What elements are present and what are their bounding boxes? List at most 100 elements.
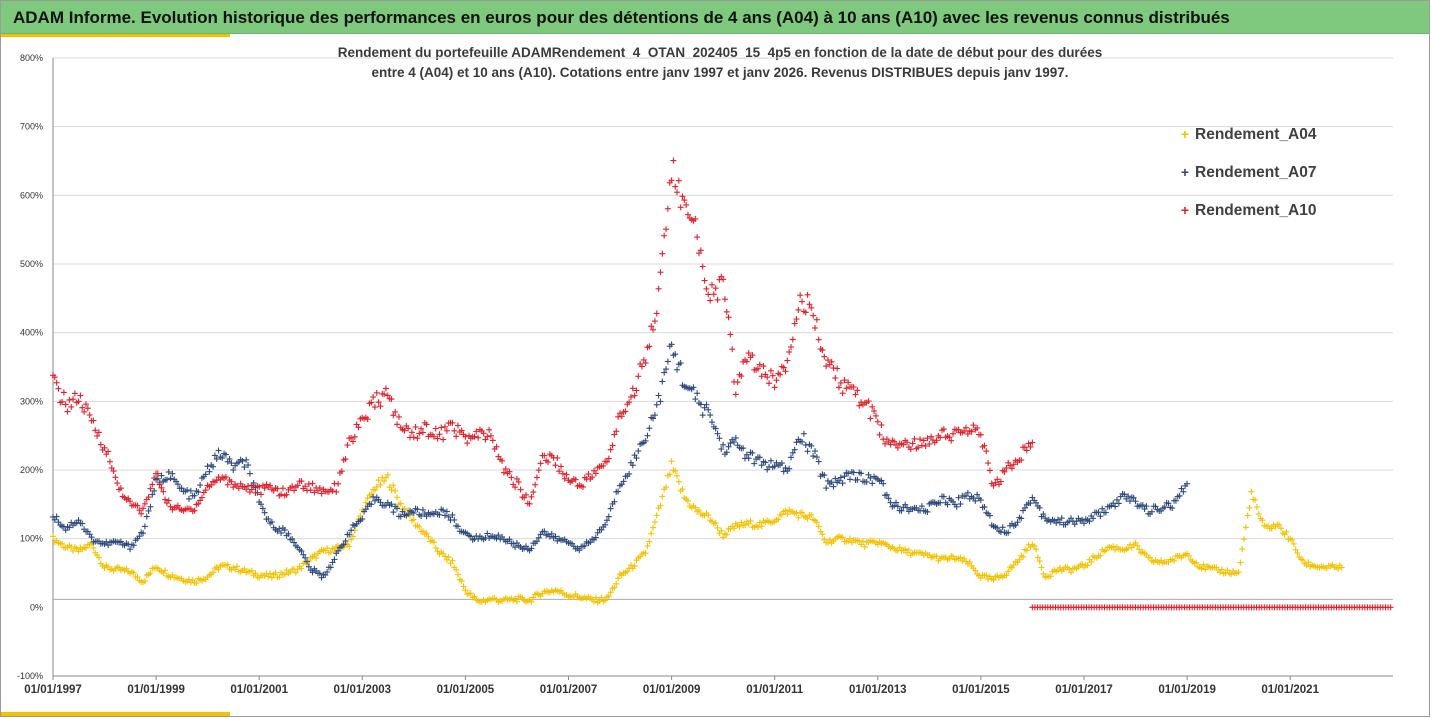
marker-rendement-a07 bbox=[1021, 504, 1028, 511]
marker-rendement-a04 bbox=[390, 482, 397, 489]
marker-rendement-a07 bbox=[708, 419, 715, 426]
marker-rendement-a07 bbox=[467, 533, 474, 540]
marker-rendement-a10 bbox=[703, 285, 710, 292]
marker-rendement-a04 bbox=[1125, 545, 1132, 552]
marker-rendement-a10 bbox=[1025, 440, 1032, 447]
marker-rendement-a10 bbox=[600, 462, 607, 469]
marker-rendement-a10 bbox=[151, 475, 158, 482]
marker-rendement-a04 bbox=[657, 502, 664, 509]
marker-rendement-a04 bbox=[1023, 547, 1030, 554]
marker-rendement-a10 bbox=[786, 348, 793, 355]
marker-rendement-a07 bbox=[918, 503, 925, 510]
marker-rendement-a10 bbox=[615, 413, 622, 420]
legend-marker-a10: + bbox=[1180, 202, 1190, 218]
marker-rendement-a07 bbox=[1125, 493, 1132, 500]
marker-rendement-a10 bbox=[771, 384, 778, 391]
marker-rendement-a04 bbox=[298, 565, 305, 572]
marker-rendement-a07 bbox=[732, 434, 739, 441]
marker-rendement-a10 bbox=[876, 431, 883, 438]
marker-rendement-a10 bbox=[992, 479, 999, 486]
marker-rendement-a07 bbox=[440, 507, 447, 514]
marker-rendement-a10 bbox=[764, 374, 771, 381]
marker-rendement-a04 bbox=[782, 507, 789, 514]
marker-rendement-a10 bbox=[1001, 468, 1008, 475]
marker-rendement-a10 bbox=[878, 421, 885, 428]
marker-rendement-a07 bbox=[1112, 503, 1119, 510]
marker-rendement-a07 bbox=[607, 505, 614, 512]
banner-accent-bar bbox=[1, 34, 230, 37]
marker-rendement-a10 bbox=[642, 359, 649, 366]
marker-rendement-a07 bbox=[541, 528, 548, 535]
marker-rendement-a10 bbox=[834, 365, 841, 372]
y-tick-label: -100% bbox=[17, 671, 43, 681]
marker-rendement-a10 bbox=[71, 390, 78, 397]
marker-rendement-a10 bbox=[871, 408, 878, 415]
marker-rendement-a10 bbox=[1021, 444, 1028, 451]
marker-rendement-a10 bbox=[837, 379, 844, 386]
marker-rendement-a10 bbox=[368, 399, 375, 406]
marker-rendement-a07 bbox=[239, 457, 246, 464]
marker-rendement-a10 bbox=[727, 331, 734, 338]
marker-rendement-a04 bbox=[1193, 559, 1200, 566]
marker-rendement-a04 bbox=[607, 589, 614, 596]
marker-rendement-a07 bbox=[944, 501, 951, 508]
marker-rendement-a04 bbox=[859, 538, 866, 545]
marker-rendement-a07 bbox=[291, 539, 298, 546]
marker-rendement-a10 bbox=[75, 398, 82, 405]
marker-rendement-a04 bbox=[375, 477, 382, 484]
marker-rendement-a07 bbox=[845, 470, 852, 477]
marker-rendement-a10 bbox=[512, 484, 519, 491]
marker-rendement-a07 bbox=[394, 505, 401, 512]
marker-rendement-a07 bbox=[493, 535, 500, 542]
marker-rendement-a10 bbox=[707, 297, 714, 304]
marker-rendement-a10 bbox=[911, 435, 918, 442]
marker-rendement-a10 bbox=[552, 462, 559, 469]
marker-rendement-a04 bbox=[731, 525, 738, 532]
marker-rendement-a04 bbox=[1218, 566, 1225, 573]
marker-rendement-a10 bbox=[371, 404, 378, 411]
marker-rendement-a10 bbox=[721, 296, 728, 303]
marker-rendement-a10 bbox=[228, 478, 235, 485]
marker-rendement-a07 bbox=[651, 412, 658, 419]
marker-rendement-a07 bbox=[813, 454, 820, 461]
marker-rendement-a10 bbox=[754, 365, 761, 372]
marker-rendement-a04 bbox=[627, 562, 634, 569]
marker-rendement-a04 bbox=[528, 598, 535, 605]
marker-rendement-a10 bbox=[1008, 465, 1015, 472]
marker-rendement-a07 bbox=[1148, 508, 1155, 515]
marker-rendement-a10 bbox=[382, 385, 389, 392]
marker-rendement-a04 bbox=[50, 533, 56, 540]
marker-rendement-a10 bbox=[373, 389, 380, 396]
marker-rendement-a04 bbox=[377, 481, 384, 488]
marker-rendement-a10 bbox=[471, 433, 478, 440]
marker-rendement-a10 bbox=[808, 304, 815, 311]
marker-rendement-a07 bbox=[191, 492, 198, 499]
marker-rendement-a10 bbox=[670, 157, 677, 164]
marker-rendement-a10 bbox=[84, 405, 91, 412]
marker-rendement-a10 bbox=[515, 479, 522, 486]
marker-rendement-a10 bbox=[60, 389, 67, 396]
marker-rendement-a07 bbox=[594, 529, 601, 536]
marker-rendement-a04 bbox=[449, 557, 456, 564]
marker-rendement-a07 bbox=[858, 470, 865, 477]
marker-rendement-a10 bbox=[451, 427, 458, 434]
marker-rendement-a10 bbox=[924, 435, 931, 442]
marker-rendement-a07 bbox=[633, 455, 640, 462]
legend-label-a04: Rendement_A04 bbox=[1195, 126, 1317, 143]
marker-rendement-a07 bbox=[653, 401, 660, 408]
marker-rendement-a07 bbox=[259, 505, 266, 512]
marker-rendement-a04 bbox=[1244, 512, 1251, 519]
marker-rendement-a07 bbox=[629, 462, 636, 469]
marker-rendement-a04 bbox=[1299, 557, 1306, 564]
marker-rendement-a07 bbox=[397, 513, 404, 520]
marker-rendement-a10 bbox=[692, 215, 699, 222]
marker-rendement-a10 bbox=[760, 363, 767, 370]
marker-rendement-a07 bbox=[707, 412, 714, 419]
marker-rendement-a04 bbox=[410, 516, 417, 523]
marker-rendement-a10 bbox=[198, 494, 205, 501]
marker-rendement-a10 bbox=[874, 418, 881, 425]
marker-rendement-a04 bbox=[679, 486, 686, 493]
legend-marker-a07: + bbox=[1180, 164, 1190, 180]
marker-rendement-a04 bbox=[441, 553, 448, 560]
marker-rendement-a10 bbox=[964, 431, 971, 438]
